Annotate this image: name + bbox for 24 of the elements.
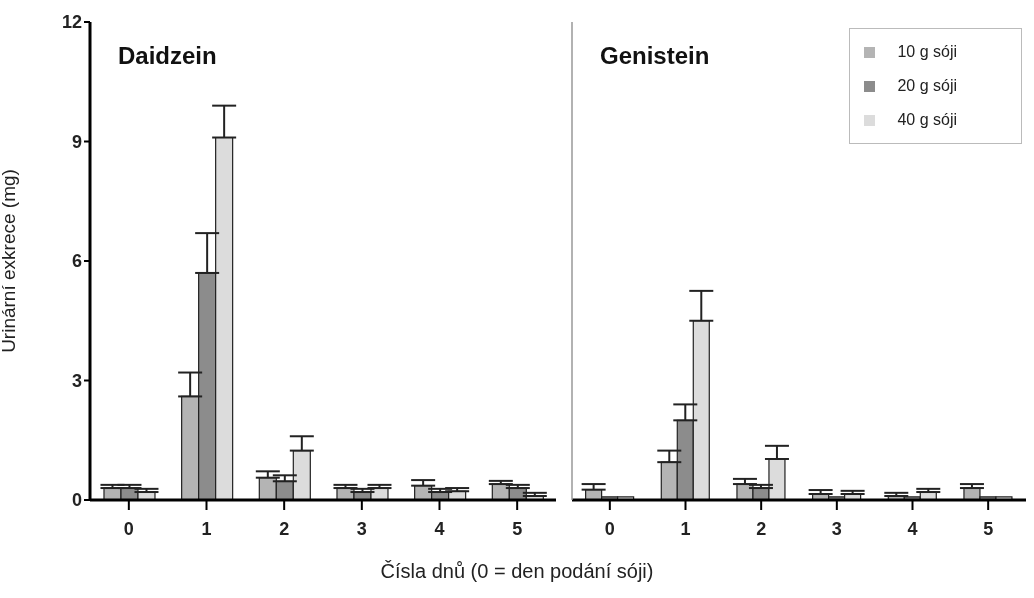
x-tick-label: 5 — [512, 518, 523, 539]
x-axis-title: Čísla dnů (0 = den podání sóji) — [379, 560, 655, 583]
y-tick-label: 6 — [71, 251, 82, 272]
text: Genistein — [600, 42, 710, 70]
legend-label: 40 g sóji — [897, 111, 958, 129]
y-tick-label: 9 — [71, 131, 82, 152]
x-tick-label: 2 — [279, 518, 290, 539]
x-tick-label: 0 — [604, 518, 615, 539]
y-tick-label: 0 — [71, 490, 82, 511]
legend-label: 10 g sóji — [897, 43, 958, 61]
y-tick-label: 12 — [61, 12, 82, 33]
x-tick-label: 3 — [831, 518, 842, 539]
y-tick-label: 3 — [71, 370, 82, 391]
y-axis-title: Urinární exkrece (mg) — [0, 169, 19, 353]
x-tick-label: 0 — [123, 518, 134, 539]
x-tick-label: 1 — [680, 518, 691, 539]
x-tick-label: 1 — [201, 518, 212, 539]
x-tick-label: 4 — [907, 518, 918, 539]
text: Daidzein — [118, 42, 217, 70]
legend-label: 20 g sóji — [897, 77, 958, 95]
x-tick-label: 2 — [756, 518, 767, 539]
x-tick-label: 5 — [983, 518, 994, 539]
x-tick-label: 3 — [356, 518, 367, 539]
x-tick-label: 4 — [434, 518, 445, 539]
